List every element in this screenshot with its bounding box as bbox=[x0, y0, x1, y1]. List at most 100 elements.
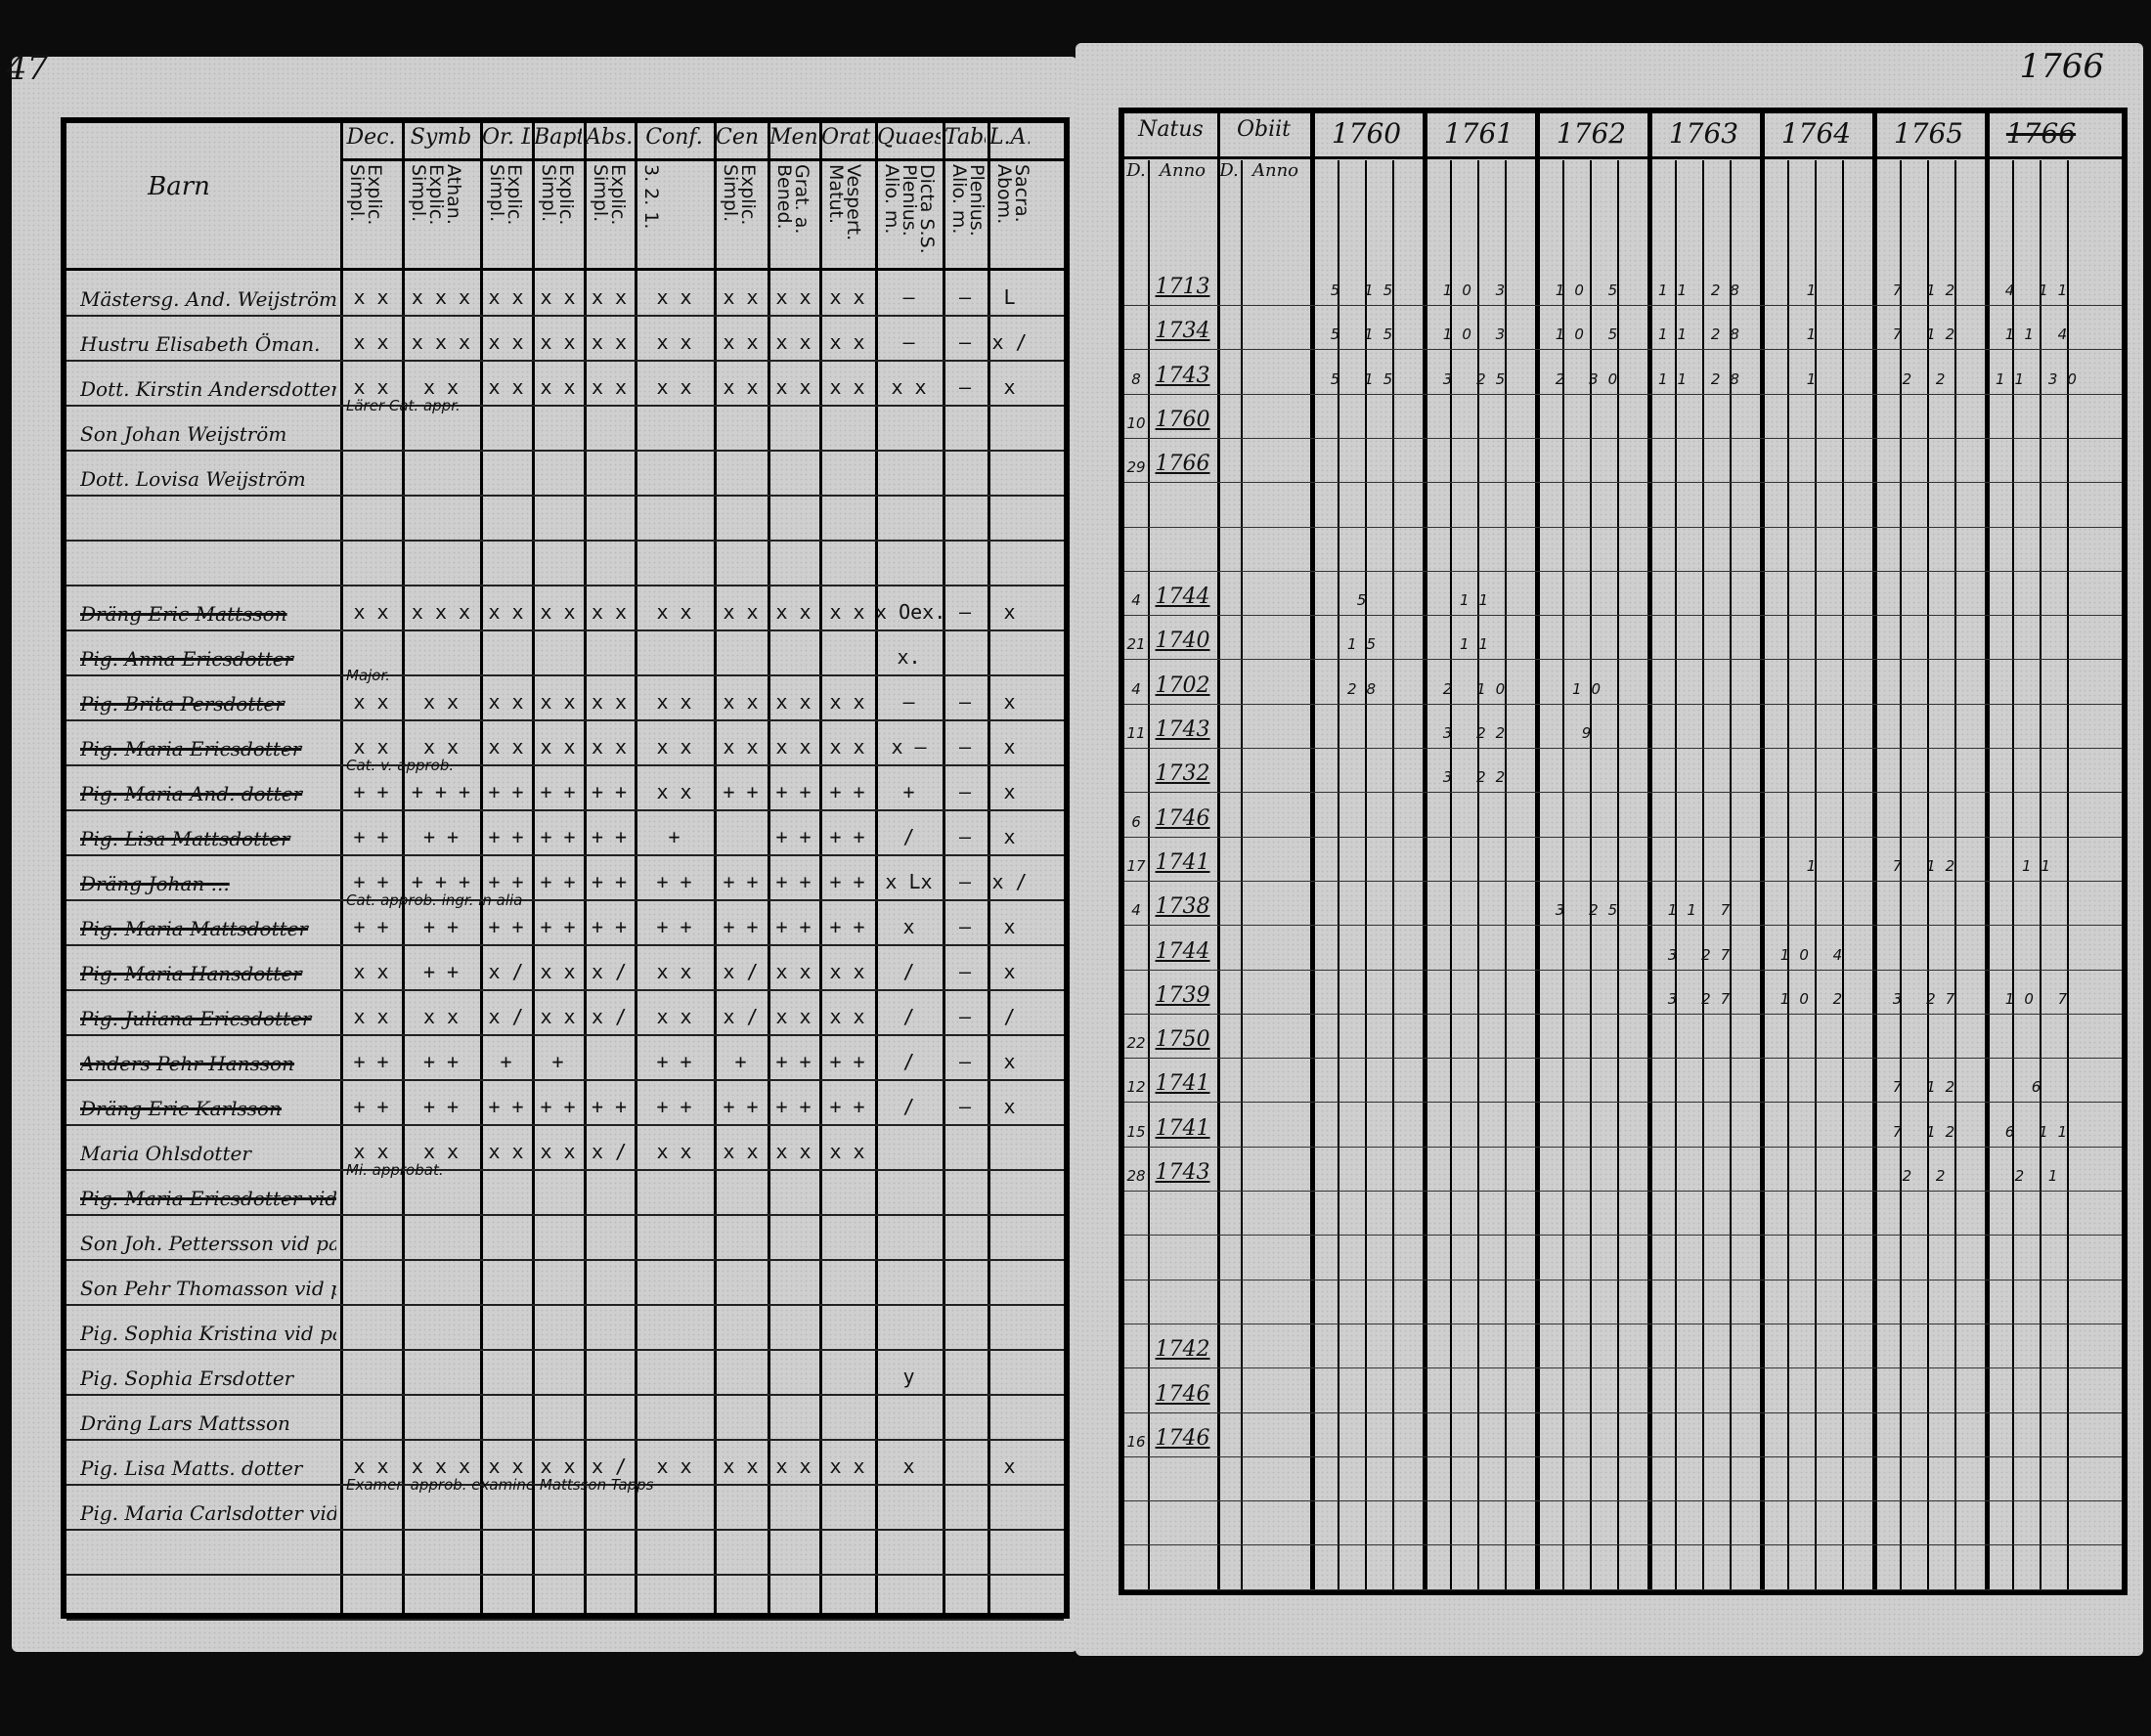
header-divider bbox=[1124, 156, 2122, 159]
day-header: D. bbox=[1219, 160, 1239, 181]
mark: x x bbox=[775, 960, 812, 983]
person-name: Son Pehr Thomasson vid pag. 137 bbox=[80, 1277, 336, 1300]
subcolumn-divider bbox=[2067, 160, 2069, 1589]
table-row: 1746 bbox=[1124, 1367, 2122, 1413]
mark: L bbox=[1003, 285, 1016, 309]
column-header: Orat. bbox=[821, 125, 873, 150]
subcolumn-divider bbox=[1927, 160, 1929, 1589]
anno-header: Anno bbox=[1159, 160, 1207, 181]
year-header: 1763 bbox=[1668, 117, 1739, 150]
year-entry: 6 bbox=[2031, 1078, 2051, 1097]
mark: + + bbox=[591, 870, 628, 893]
mark: — bbox=[902, 330, 915, 354]
person-name: Pig. Maria Carlsdotter vid pag. 12 bbox=[80, 1501, 336, 1525]
subcolumn-divider bbox=[1900, 160, 1902, 1589]
year-header: 1761 bbox=[1443, 117, 1514, 150]
table-row: 1739 3 27 10 2 3 27 10 7 bbox=[1124, 969, 2122, 1015]
mark: + + bbox=[829, 825, 865, 848]
subcolumn-divider bbox=[1954, 160, 1956, 1589]
mark: x x bbox=[775, 690, 812, 714]
mark: x x bbox=[488, 600, 524, 624]
subcolumn-divider bbox=[1787, 160, 1789, 1589]
birth-day: 17 bbox=[1126, 856, 1146, 875]
mark: + + bbox=[488, 780, 524, 803]
year-entry: 3 22 bbox=[1442, 768, 1515, 787]
subcolumn-divider bbox=[1365, 160, 1367, 1589]
mark: + + bbox=[723, 1095, 759, 1118]
birth-year: 1739 bbox=[1155, 982, 1210, 1008]
mark: x / bbox=[991, 870, 1028, 893]
person-name: Son Joh. Pettersson vid pag. 144 bbox=[80, 1232, 336, 1255]
mark: x bbox=[1003, 1050, 1016, 1073]
mark: x x bbox=[829, 1140, 865, 1163]
table-row: 1744 3 27 10 4 bbox=[1124, 925, 2122, 971]
birth-year: 1744 bbox=[1155, 585, 1210, 610]
table-row: 1713 5 15 10 3 10 5 11 28 1 7 12 4 11 bbox=[1124, 260, 2122, 306]
mark: x x bbox=[422, 690, 460, 714]
column-header: Dec. bbox=[346, 125, 396, 150]
mark: x / bbox=[591, 1140, 628, 1163]
table-row bbox=[66, 1574, 1064, 1621]
mark: + + bbox=[775, 870, 812, 893]
person-name: Pig. Brita Persdotter bbox=[80, 692, 285, 716]
birth-day: 22 bbox=[1126, 1034, 1146, 1053]
row-note: Mi. approbat. bbox=[346, 1161, 444, 1179]
mark: + bbox=[551, 1050, 564, 1073]
mark: x x bbox=[656, 600, 692, 624]
mark: — bbox=[958, 870, 972, 893]
corner-note: Barn bbox=[148, 172, 210, 201]
year-header: 1760 bbox=[1331, 117, 1402, 150]
year-entry: 3 27 bbox=[1892, 989, 1965, 1008]
table-row: 15 1741 7 12 6 11 bbox=[1124, 1102, 2122, 1148]
mark: x x bbox=[540, 285, 576, 309]
year-divider bbox=[1535, 113, 1540, 1589]
mark: — bbox=[958, 1050, 972, 1073]
table-row: Pig. Maria Carlsdotter vid pag. 12 bbox=[66, 1484, 1064, 1531]
birth-day: 6 bbox=[1131, 812, 1141, 831]
year-entry: 5 15 bbox=[1330, 369, 1403, 388]
year-entry: 1 bbox=[1806, 369, 1826, 388]
table-row: Pig. Juliana Ericsdotter x x x x x / x x x / x… bbox=[66, 989, 1064, 1036]
mark: + + bbox=[353, 1050, 389, 1073]
year-entry: 3 27 bbox=[1667, 989, 1740, 1008]
year-entry: 10 4 bbox=[1779, 945, 1853, 964]
mark: x bbox=[902, 1454, 915, 1478]
birth-year: 1743 bbox=[1155, 363, 1210, 388]
mark: x x bbox=[353, 690, 389, 714]
right-page: 1766 Natus Obiit D. Anno D. Anno 1760 1761 1762 1… bbox=[1076, 43, 2143, 1656]
person-name: Dott. Lovisa Weijström bbox=[80, 467, 306, 491]
mark: — bbox=[958, 1095, 972, 1118]
table-row: 28 1743 2 2 2 1 bbox=[1124, 1146, 2122, 1192]
left-page: 47 Barn Dec. Explic. Simpl. Symb Athan. Exp… bbox=[6, 49, 1077, 1652]
mark: — bbox=[958, 960, 972, 983]
mark: x x bbox=[591, 735, 628, 759]
year-entry: 6 11 bbox=[2004, 1122, 2078, 1141]
person-name: Pig. Maria Mattsdotter bbox=[80, 917, 309, 940]
subcolumn-divider bbox=[1675, 160, 1677, 1589]
person-name: Dräng Eric Mattsson bbox=[80, 602, 287, 626]
mark: x x bbox=[656, 960, 692, 983]
table-row: Pig. Brita Persdotter x x x x x x x x x x x x x… bbox=[66, 674, 1064, 721]
year-entry: 4 11 bbox=[2004, 282, 2078, 299]
subcolumn-divider bbox=[1730, 160, 1732, 1589]
year-divider bbox=[1760, 113, 1765, 1589]
mark: x / bbox=[591, 960, 628, 983]
table-row: 17 1741 1 7 12 11 bbox=[1124, 836, 2122, 882]
mark: x x bbox=[656, 1140, 692, 1163]
birth-year: 1766 bbox=[1155, 452, 1210, 477]
table-row: 29 1766 bbox=[1124, 437, 2122, 484]
mark: x x bbox=[829, 690, 865, 714]
mark: x x bbox=[353, 1140, 389, 1163]
mark: + + bbox=[540, 825, 576, 848]
table-row: 10 1760 bbox=[1124, 393, 2122, 439]
mark: x x bbox=[540, 960, 576, 983]
mark: x bbox=[1003, 825, 1016, 848]
mark: / bbox=[1003, 1005, 1016, 1028]
table-row: Anders Pehr Hansson + + + + + + + + + + + + + / — x bbox=[66, 1034, 1064, 1081]
year-entry: 11 7 bbox=[1667, 901, 1740, 920]
table-row bbox=[1124, 1499, 2122, 1546]
person-name: Pig. Lisa Mattsdotter bbox=[80, 827, 290, 850]
year-entry: 10 5 bbox=[1555, 326, 1628, 344]
birth-year: 1741 bbox=[1155, 849, 1210, 875]
mark: x x bbox=[775, 375, 812, 399]
